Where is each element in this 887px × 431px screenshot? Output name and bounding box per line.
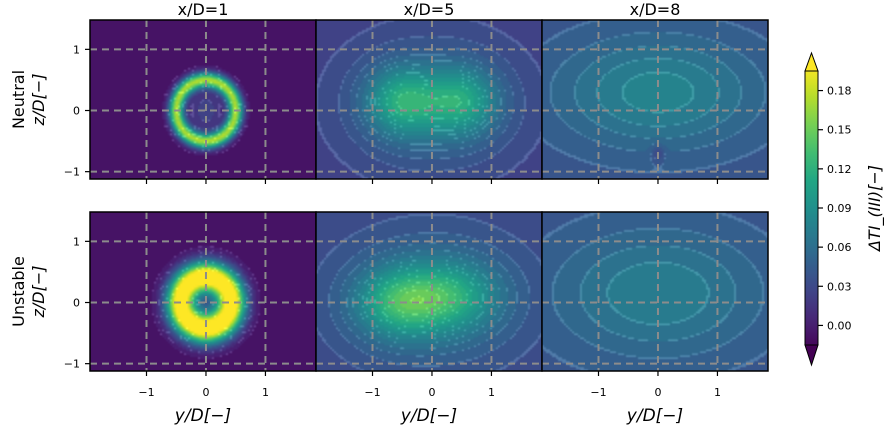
panel-r0-c0: 1 0 −1 — [64, 19, 317, 184]
colorbar-tick-label: 0.18 — [827, 85, 852, 98]
colorbar-tick-label: 0.15 — [827, 124, 852, 137]
heatmap-image — [90, 20, 316, 179]
y-tick-label: 0 — [73, 297, 80, 310]
x-tick-label: 0 — [428, 386, 435, 399]
y-axis-label: z/D[−] — [29, 266, 48, 319]
x-axis-labels: y/D[−] y/D[−] y/D[−] — [174, 406, 683, 426]
panel-r1-c2: −1 0 1 — [541, 211, 769, 399]
x-tick-label: 1 — [714, 386, 721, 399]
colorbar-extend-min — [804, 344, 819, 367]
x-tick-label: 1 — [262, 386, 269, 399]
y-tick-label: 1 — [73, 43, 80, 56]
x-axis-label: y/D[−] — [174, 406, 231, 426]
heatmap-image — [542, 212, 768, 371]
colorbar-tick-label: 0.12 — [827, 163, 852, 176]
heatmap-panels: 1 0 −1 −1 0 1 1 0 −1 −1 0 1 −1 0 1 — [64, 19, 769, 399]
colorbar-label: ΔTI_(III)[−] — [865, 165, 885, 253]
x-tick-label: 0 — [202, 386, 209, 399]
heatmap-image — [316, 20, 542, 179]
heatmap-image — [90, 212, 316, 371]
panel-frame — [541, 19, 769, 180]
heatmap-image — [316, 212, 542, 371]
column-titles: x/D=1 x/D=5 x/D=8 — [178, 0, 681, 19]
heatmap-image — [542, 20, 768, 179]
x-axis-label: y/D[−] — [400, 406, 457, 426]
colorbar: 0.18 0.15 0.12 0.09 0.06 0.03 0.00 ΔTI_(III)[−] — [804, 51, 885, 367]
colorbar-extend-max — [804, 51, 819, 72]
column-title: x/D=1 — [178, 0, 229, 19]
x-axis-label: y/D[−] — [626, 406, 683, 426]
x-tick-label: 0 — [654, 386, 661, 399]
colorbar-bar — [804, 70, 819, 346]
y-tick-label: 1 — [73, 235, 80, 248]
panel-r0-c1 — [315, 19, 543, 184]
colorbar-tick-label: 0.03 — [827, 280, 852, 293]
colorbar-tick-label: 0.06 — [827, 241, 852, 254]
panel-r0-c2 — [541, 19, 769, 184]
y-tick-label: −1 — [64, 358, 80, 371]
panel-frame — [541, 211, 769, 372]
x-tick-label: −1 — [138, 386, 154, 399]
column-title: x/D=8 — [630, 0, 681, 19]
panel-r1-c1: −1 0 1 — [315, 211, 543, 399]
column-title: x/D=5 — [404, 0, 455, 19]
row-label: Unstable — [9, 256, 28, 327]
x-tick-label: 1 — [488, 386, 495, 399]
colorbar-tick-label: 0.00 — [827, 319, 852, 332]
y-axis-label: z/D[−] — [29, 74, 48, 127]
colorbar-tick-label: 0.09 — [827, 202, 852, 215]
y-tick-label: 0 — [73, 105, 80, 118]
row-label: Neutral — [9, 70, 28, 129]
x-tick-label: −1 — [590, 386, 606, 399]
y-tick-label: −1 — [64, 166, 80, 179]
row-labels: Neutral z/D[−]Unstable z/D[−] — [9, 70, 48, 327]
panel-r1-c0: −1 0 1 1 0 −1 — [64, 211, 317, 399]
x-tick-label: −1 — [364, 386, 380, 399]
